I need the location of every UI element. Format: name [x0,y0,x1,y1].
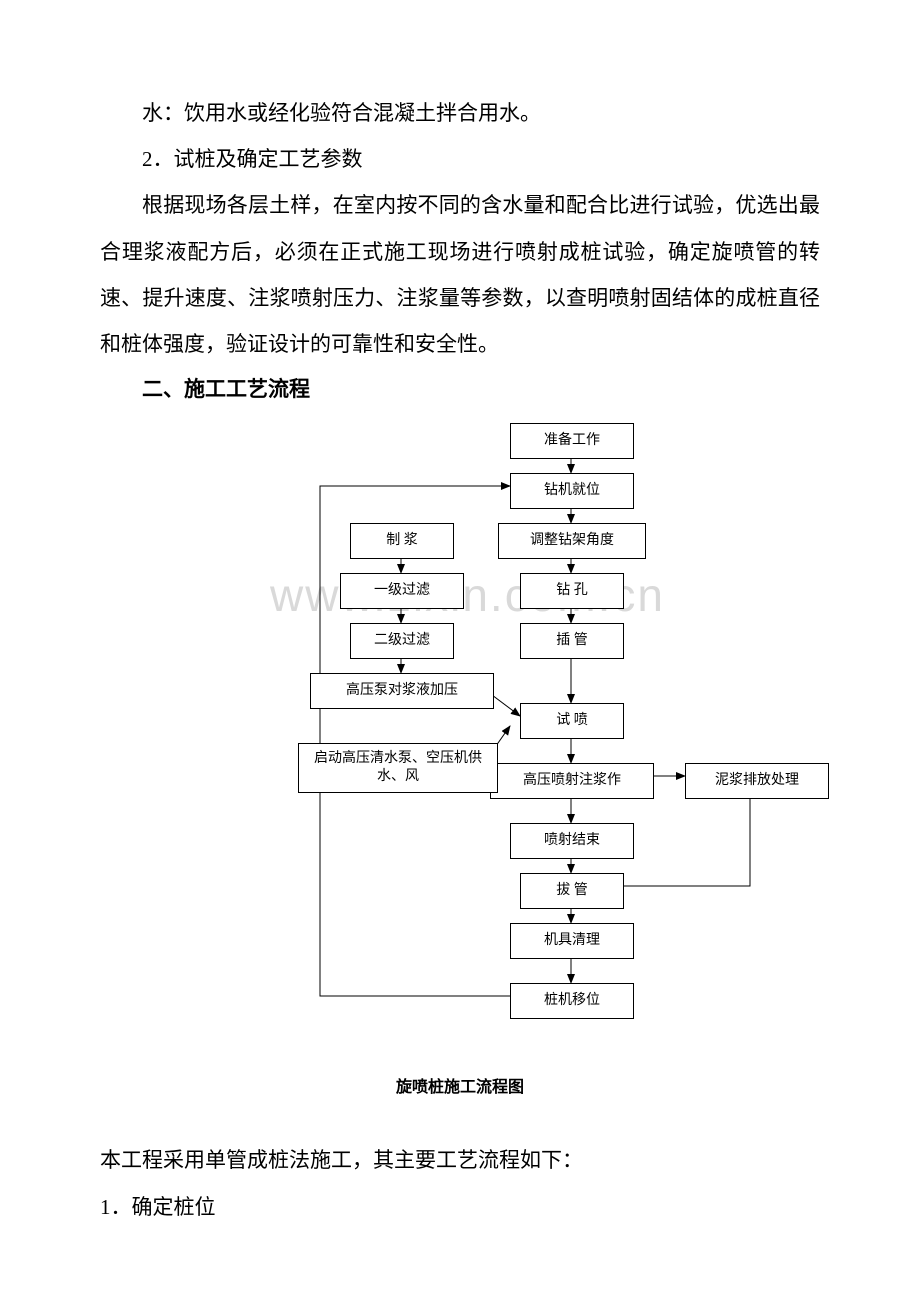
flow-box-n5: 插 管 [520,623,624,659]
flow-box-l4: 高压泵对浆液加压 [310,673,494,709]
flowchart-container: www.zixin.com.cn 准备工作钻机就位调整钻架角度钻 孔插 管试 喷… [200,423,920,1063]
flow-box-n10: 机具清理 [510,923,634,959]
flow-box-n8: 喷射结束 [510,823,634,859]
heading-section-2: 二、施工工艺流程 [100,367,820,413]
flow-box-l2: 一级过滤 [340,573,464,609]
flow-box-n9: 拔 管 [520,873,624,909]
flow-box-n11: 桩机移位 [510,983,634,1019]
text-p4: 本工程采用单管成桩法施工，其主要工艺流程如下： [100,1137,820,1183]
flow-box-l1: 制 浆 [350,523,454,559]
flow-box-n7: 高压喷射注浆作 [490,763,654,799]
flow-box-r1: 泥浆排放处理 [685,763,829,799]
flow-box-l3: 二级过滤 [350,623,454,659]
flow-box-n2: 钻机就位 [510,473,634,509]
text-p3: 根据现场各层土样，在室内按不同的含水量和配合比进行试验，优选出最合理浆液配方后，… [100,182,820,367]
text-p1: 水：饮用水或经化验符合混凝土拌合用水。 [100,90,820,136]
text-p5: 1．确定桩位 [100,1184,820,1230]
flow-box-n3: 调整钻架角度 [498,523,646,559]
flow-box-n4: 钻 孔 [520,573,624,609]
flow-box-n6: 试 喷 [520,703,624,739]
text-p2: 2．试桩及确定工艺参数 [100,136,820,182]
flow-box-l5: 启动高压清水泵、空压机供水、风 [298,743,498,793]
flow-box-n1: 准备工作 [510,423,634,459]
flowchart-caption: 旋喷桩施工流程图 [100,1073,820,1097]
